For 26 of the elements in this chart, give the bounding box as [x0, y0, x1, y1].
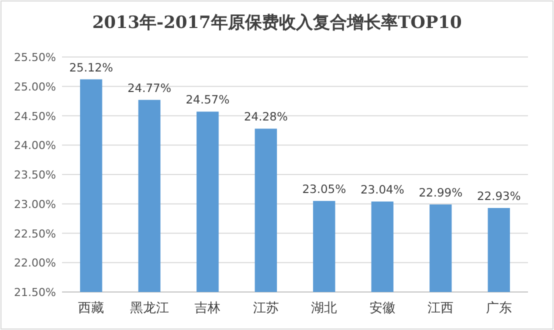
data-label: 23.04%: [360, 182, 404, 197]
ytick: 22.00%: [14, 256, 56, 270]
data-label: 24.57%: [186, 92, 230, 107]
data-label: 22.93%: [476, 189, 521, 203]
ytick: 25.50%: [14, 51, 56, 64]
data-label: 25.12%: [69, 60, 114, 74]
xtick: 广东: [486, 301, 512, 316]
data-label: 23.05%: [302, 182, 346, 196]
xtick: 吉林: [194, 301, 221, 316]
xtick: 江苏: [252, 301, 279, 316]
xtick: 黑龙江: [130, 301, 169, 316]
ytick: 23.00%: [14, 198, 56, 211]
xtick: 湖北: [311, 301, 338, 316]
ytick: 22.50%: [14, 227, 56, 240]
xtick: 西藏: [78, 301, 104, 316]
ytick: 25.00%: [14, 80, 56, 94]
data-label: 24.77%: [127, 80, 172, 95]
data-label: 24.28%: [244, 110, 288, 124]
xtick: 江西: [428, 301, 454, 316]
title: 2013年-2017年原保费收入复合增长率TOP10: [92, 13, 462, 33]
ytick: 24.50%: [14, 110, 56, 123]
ytick: 21.50%: [14, 286, 56, 299]
data-label: 22.99%: [418, 185, 463, 200]
xtick: 安徽: [369, 301, 396, 316]
ytick: 24.00%: [14, 139, 56, 152]
ytick: 23.50%: [14, 168, 56, 182]
